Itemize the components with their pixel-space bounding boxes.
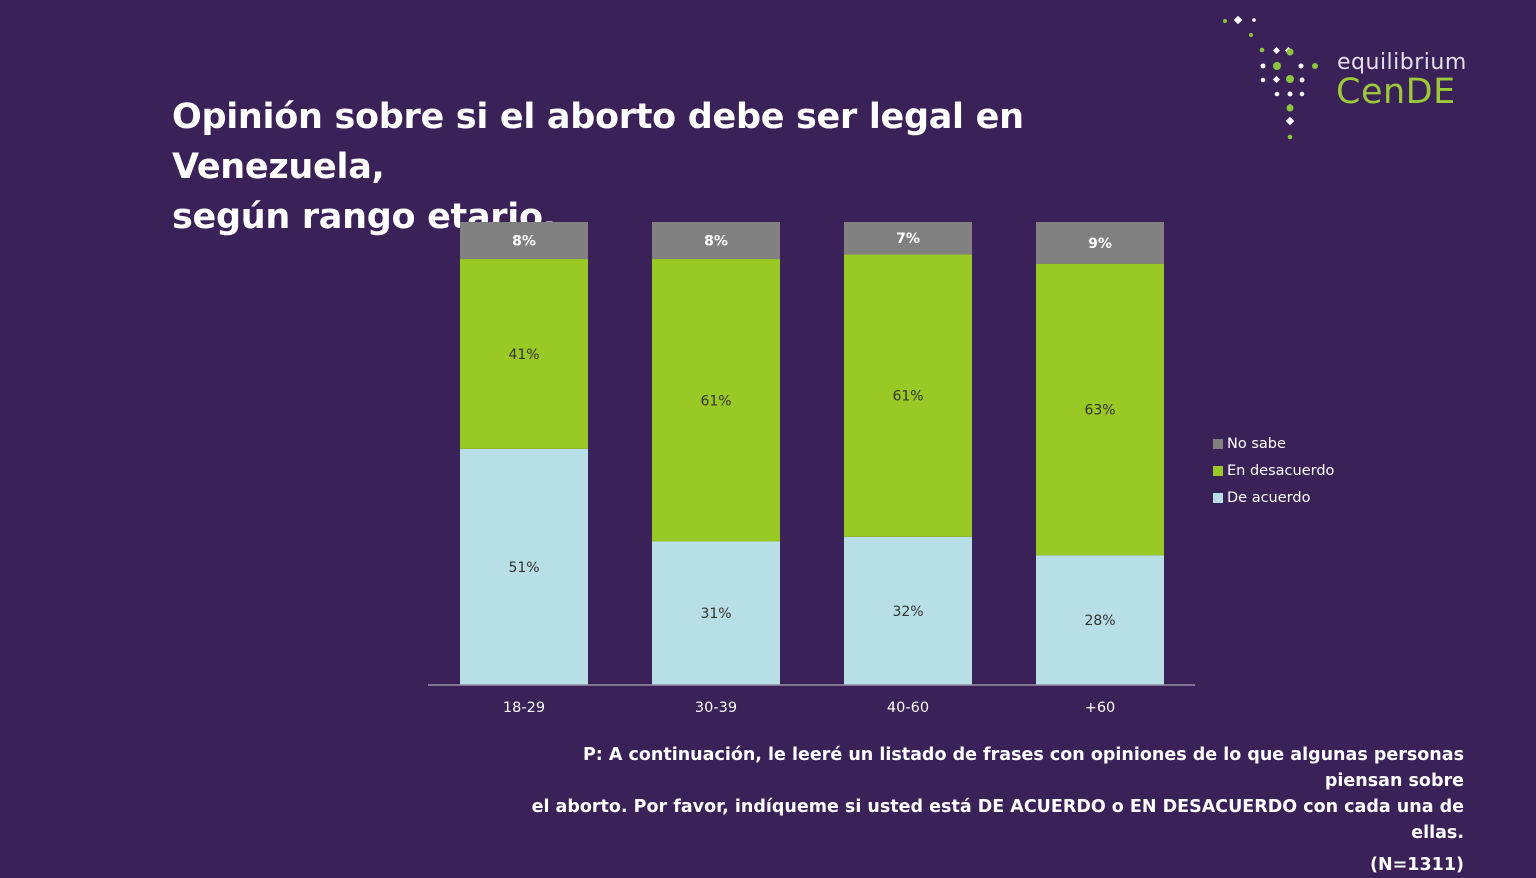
bar-segment-de-acuerdo-40-60 (844, 536, 972, 685)
data-label-de-acuerdo--60: 28% (1084, 613, 1115, 629)
data-label-no-sabe-18-29: 8% (512, 234, 536, 250)
bar-segment-no-sabe-18-29 (460, 222, 588, 260)
bar-segment-no-sabe--60 (1036, 222, 1164, 264)
data-label-no-sabe-30-39: 8% (704, 234, 728, 250)
footnote-line-2: el aborto. Por favor, indíqueme si usted… (531, 797, 1464, 843)
bar-segment-en-desacuerdo--60 (1036, 263, 1164, 556)
bar-segment-de-acuerdo--60 (1036, 555, 1164, 685)
bar-segment-en-desacuerdo-18-29 (460, 259, 588, 449)
bar-segment-de-acuerdo-30-39 (652, 541, 780, 685)
data-label-no-sabe--60: 9% (1088, 236, 1112, 252)
brand-name-bottom: CenDE (1336, 72, 1456, 112)
chart-legend: No sabe En desacuerdo De acuerdo (1213, 430, 1334, 511)
chart-title: Opinión sobre si el aborto debe ser lega… (172, 92, 1232, 242)
data-label-no-sabe-40-60: 7% (896, 231, 920, 247)
legend-item-de-acuerdo: De acuerdo (1213, 484, 1334, 511)
data-label-en-desacuerdo-40-60: 61% (892, 389, 923, 405)
x-tick-label--60: +60 (1085, 700, 1116, 716)
sample-size: (N=1311) (1369, 855, 1464, 875)
legend-swatch-no-sabe (1213, 438, 1223, 449)
legend-swatch-de-acuerdo (1213, 492, 1223, 503)
data-label-en-desacuerdo-18-29: 41% (508, 347, 539, 363)
data-label-en-desacuerdo-30-39: 61% (700, 393, 731, 409)
legend-swatch-en-desacuerdo (1213, 465, 1223, 476)
data-label-en-desacuerdo--60: 63% (1084, 403, 1115, 419)
title-line-1: Opinión sobre si el aborto debe ser lega… (172, 97, 1024, 187)
bar-segment-en-desacuerdo-30-39 (652, 259, 780, 542)
footnote-line-1: P: A continuación, le leeré un listado d… (582, 745, 1464, 791)
data-label-de-acuerdo-18-29: 51% (508, 560, 539, 576)
question-footnote: P: A continuación, le leeré un listado d… (504, 742, 1464, 878)
legend-item-no-sabe: No sabe (1213, 430, 1334, 457)
bar-segment-no-sabe-30-39 (652, 222, 780, 260)
bar-segment-no-sabe-40-60 (844, 222, 972, 255)
legend-label-no-sabe: No sabe (1227, 435, 1286, 452)
x-tick-label-40-60: 40-60 (887, 700, 929, 716)
x-tick-label-30-39: 30-39 (695, 700, 737, 716)
legend-label-de-acuerdo: De acuerdo (1227, 489, 1311, 506)
legend-item-en-desacuerdo: En desacuerdo (1213, 457, 1334, 484)
data-label-de-acuerdo-30-39: 31% (700, 606, 731, 622)
x-tick-label-18-29: 18-29 (503, 700, 545, 716)
cende-logo (1223, 15, 1318, 140)
bar-segment-en-desacuerdo-40-60 (844, 254, 972, 537)
bar-segment-de-acuerdo-18-29 (460, 448, 588, 685)
brand-name-top: equilibrium (1337, 50, 1467, 75)
legend-label-en-desacuerdo: En desacuerdo (1227, 462, 1335, 479)
data-label-de-acuerdo-40-60: 32% (892, 604, 923, 620)
